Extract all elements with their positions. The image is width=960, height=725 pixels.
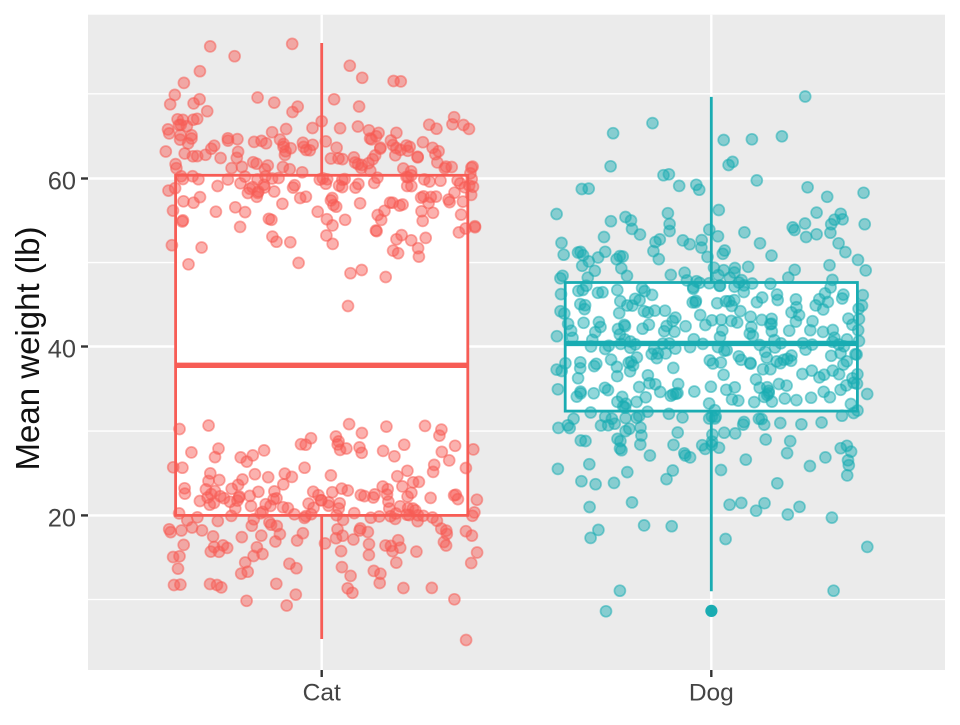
- svg-text:60: 60: [48, 167, 76, 195]
- svg-text:Mean weight (lb): Mean weight (lb): [9, 227, 46, 471]
- svg-text:Cat: Cat: [303, 680, 341, 707]
- svg-text:Dog: Dog: [689, 680, 734, 707]
- svg-text:20: 20: [48, 504, 76, 532]
- svg-text:40: 40: [48, 335, 76, 363]
